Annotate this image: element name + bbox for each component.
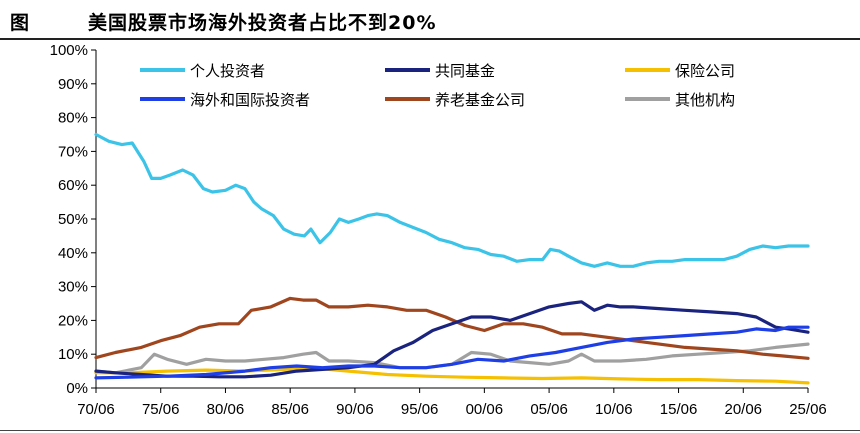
y-tick-label: 90% bbox=[58, 76, 88, 93]
y-tick-label: 50% bbox=[58, 211, 88, 228]
y-tick-label: 0% bbox=[66, 380, 88, 397]
series-line bbox=[94, 296, 810, 360]
x-tick-label: 10/06 bbox=[595, 401, 633, 418]
x-tick-label: 00/06 bbox=[466, 401, 504, 418]
x-tick-label: 75/06 bbox=[142, 401, 180, 418]
x-tick-label: 25/06 bbox=[789, 401, 827, 418]
x-tick-label: 15/06 bbox=[660, 401, 698, 418]
figure-title: 美国股票市场海外投资者占比不到20% bbox=[88, 12, 437, 34]
legend-label: 海外和国际投资者 bbox=[190, 91, 310, 109]
y-tick-label: 10% bbox=[58, 346, 88, 363]
x-tick-label: 90/06 bbox=[336, 401, 374, 418]
figure-header: 图 美国股票市场海外投资者占比不到20% bbox=[0, 0, 860, 40]
series-line bbox=[94, 325, 810, 380]
y-tick-label: 80% bbox=[58, 110, 88, 127]
legend-label: 共同基金 bbox=[435, 62, 495, 80]
y-tick-label: 40% bbox=[58, 245, 88, 262]
legend-label: 保险公司 bbox=[675, 62, 735, 80]
x-tick-label: 70/06 bbox=[77, 401, 115, 418]
footer-rule bbox=[0, 430, 860, 431]
legend-label: 其他机构 bbox=[675, 91, 735, 109]
y-tick-label: 20% bbox=[58, 312, 88, 329]
x-tick-label: 95/06 bbox=[401, 401, 439, 418]
x-tick-label: 05/06 bbox=[530, 401, 568, 418]
series-line bbox=[94, 132, 810, 268]
y-tick-label: 60% bbox=[58, 177, 88, 194]
legend-label: 个人投资者 bbox=[190, 62, 265, 80]
series-line bbox=[94, 366, 810, 385]
figure-label: 图 bbox=[10, 12, 30, 34]
x-tick-label: 85/06 bbox=[271, 401, 309, 418]
legend-label: 养老基金公司 bbox=[435, 91, 525, 109]
y-tick-label: 30% bbox=[58, 279, 88, 296]
x-tick-label: 20/06 bbox=[724, 401, 762, 418]
x-tick-label: 80/06 bbox=[207, 401, 245, 418]
y-tick-label: 100% bbox=[50, 42, 88, 59]
y-tick-label: 70% bbox=[58, 143, 88, 160]
series-line bbox=[94, 300, 810, 379]
header-rule bbox=[0, 38, 860, 40]
